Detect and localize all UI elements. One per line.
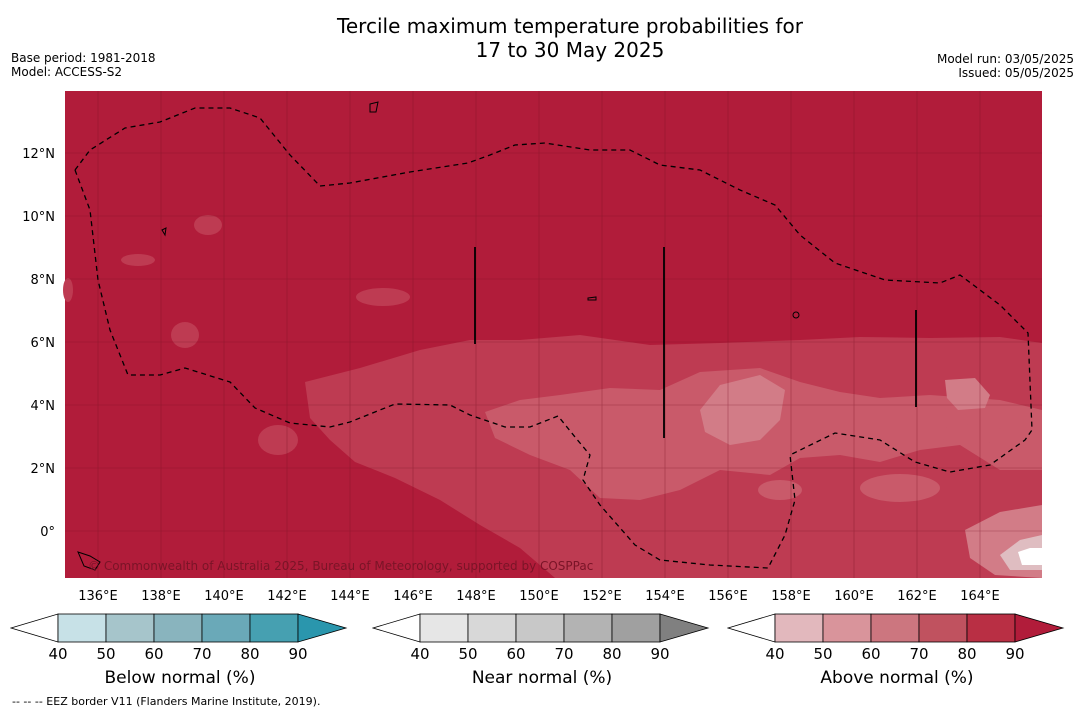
blob-8 (758, 480, 802, 500)
near-normal-white (1018, 548, 1042, 565)
blob-6 (939, 424, 1005, 444)
lon-tick-label: 138°E (141, 589, 181, 604)
lon-tick-label: 148°E (456, 589, 496, 604)
colorbar-tick: 70 (554, 645, 573, 663)
probability-map: © Commonwealth of Australia 2025, Bureau… (22, 91, 1042, 604)
lon-tick-label: 152°E (582, 589, 622, 604)
lat-tick-label: 8°N (31, 273, 56, 288)
colorbar-tick: 70 (192, 645, 211, 663)
blob-3 (171, 322, 199, 348)
colorbar-2: 40 50 60 70 80 90 (372, 613, 710, 663)
colorbar-tick: 90 (650, 645, 669, 663)
colorbar-tick: 80 (957, 645, 976, 663)
longitude-axis: 136°E 138°E 140°E 142°E 144°E 146°E 148°E 150°E… (78, 589, 1000, 604)
colorbar-tick: 60 (861, 645, 880, 663)
colorbar-tick: 90 (1005, 645, 1024, 663)
colorbar-tick: 50 (458, 645, 477, 663)
meta-left: Base period: 1981-2018 Model: ACCESS-S2 (11, 51, 156, 79)
chart-title: Tercile maximum temperature probabilitie… (0, 14, 1085, 62)
meta-right: Model run: 03/05/2025 Issued: 05/05/2025 (937, 52, 1074, 80)
lon-tick-label: 164°E (960, 589, 1000, 604)
lon-tick-label: 162°E (897, 589, 937, 604)
colorbar-tick: 80 (240, 645, 259, 663)
model-run-text: Model run: 03/05/2025 (936, 52, 1074, 66)
lon-tick-label: 142°E (267, 589, 307, 604)
eez-footnote: -- -- -- EEZ border V11 (Flanders Marine… (12, 695, 321, 708)
colorbar-tick: 50 (813, 645, 832, 663)
colorbar-label-1: Below normal (%) (104, 668, 256, 688)
blob-9 (63, 278, 73, 302)
colorbar-label-2: Near normal (%) (471, 668, 613, 688)
blob-4 (356, 288, 410, 306)
colorbar-3: 40 50 60 70 80 90 (727, 613, 1065, 663)
base-period-text: Base period: 1981-2018 (11, 51, 156, 65)
colorbar-tick: 40 (48, 645, 67, 663)
lat-tick-label: 0° (40, 525, 55, 540)
colorbar-tick: 40 (765, 645, 784, 663)
lat-tick-label: 10°N (22, 210, 55, 225)
lat-tick-label: 12°N (22, 147, 55, 162)
colorbar-tick: 40 (410, 645, 429, 663)
colorbar-tick: 60 (506, 645, 525, 663)
colorbar-tick: 50 (96, 645, 115, 663)
blob-1 (194, 215, 222, 235)
colorbar-tick: 60 (144, 645, 163, 663)
lat-tick-label: 2°N (31, 462, 56, 477)
lon-tick-label: 146°E (393, 589, 433, 604)
issued-text: Issued: 05/05/2025 (958, 66, 1074, 80)
colorbar-tick: 80 (602, 645, 621, 663)
lon-tick-label: 150°E (519, 589, 559, 604)
title-line-1: Tercile maximum temperature probabilitie… (337, 14, 803, 38)
eez-border-west (74, 169, 796, 569)
blob-7 (860, 474, 940, 502)
lat-tick-label: 4°N (31, 399, 56, 414)
blob-5 (258, 425, 298, 455)
colorbar-label-3: Above normal (%) (820, 668, 974, 688)
blob-2 (121, 254, 155, 266)
contour-60 (700, 375, 785, 445)
lon-tick-label: 144°E (330, 589, 370, 604)
lon-tick-label: 160°E (834, 589, 874, 604)
lon-tick-label: 154°E (645, 589, 685, 604)
lon-tick-label: 140°E (204, 589, 244, 604)
eez-border-north (74, 107, 1033, 473)
lon-tick-label: 156°E (708, 589, 748, 604)
contour-60-east (945, 378, 990, 410)
colorbar-1: 40 50 60 70 80 90 (10, 613, 348, 663)
copyright-text: © Commonwealth of Australia 2025, Bureau… (88, 559, 593, 573)
title-line-2: 17 to 30 May 2025 (475, 38, 665, 62)
lon-tick-label: 136°E (78, 589, 118, 604)
islands (77, 101, 800, 571)
model-text: Model: ACCESS-S2 (11, 65, 123, 79)
latitude-axis: 12°N 10°N 8°N 6°N 4°N 2°N 0° (22, 147, 55, 540)
colorbar-tick: 90 (288, 645, 307, 663)
colorbar-tick: 70 (909, 645, 928, 663)
gridlines (65, 91, 1042, 578)
lat-tick-label: 6°N (31, 336, 56, 351)
lon-tick-label: 158°E (771, 589, 811, 604)
